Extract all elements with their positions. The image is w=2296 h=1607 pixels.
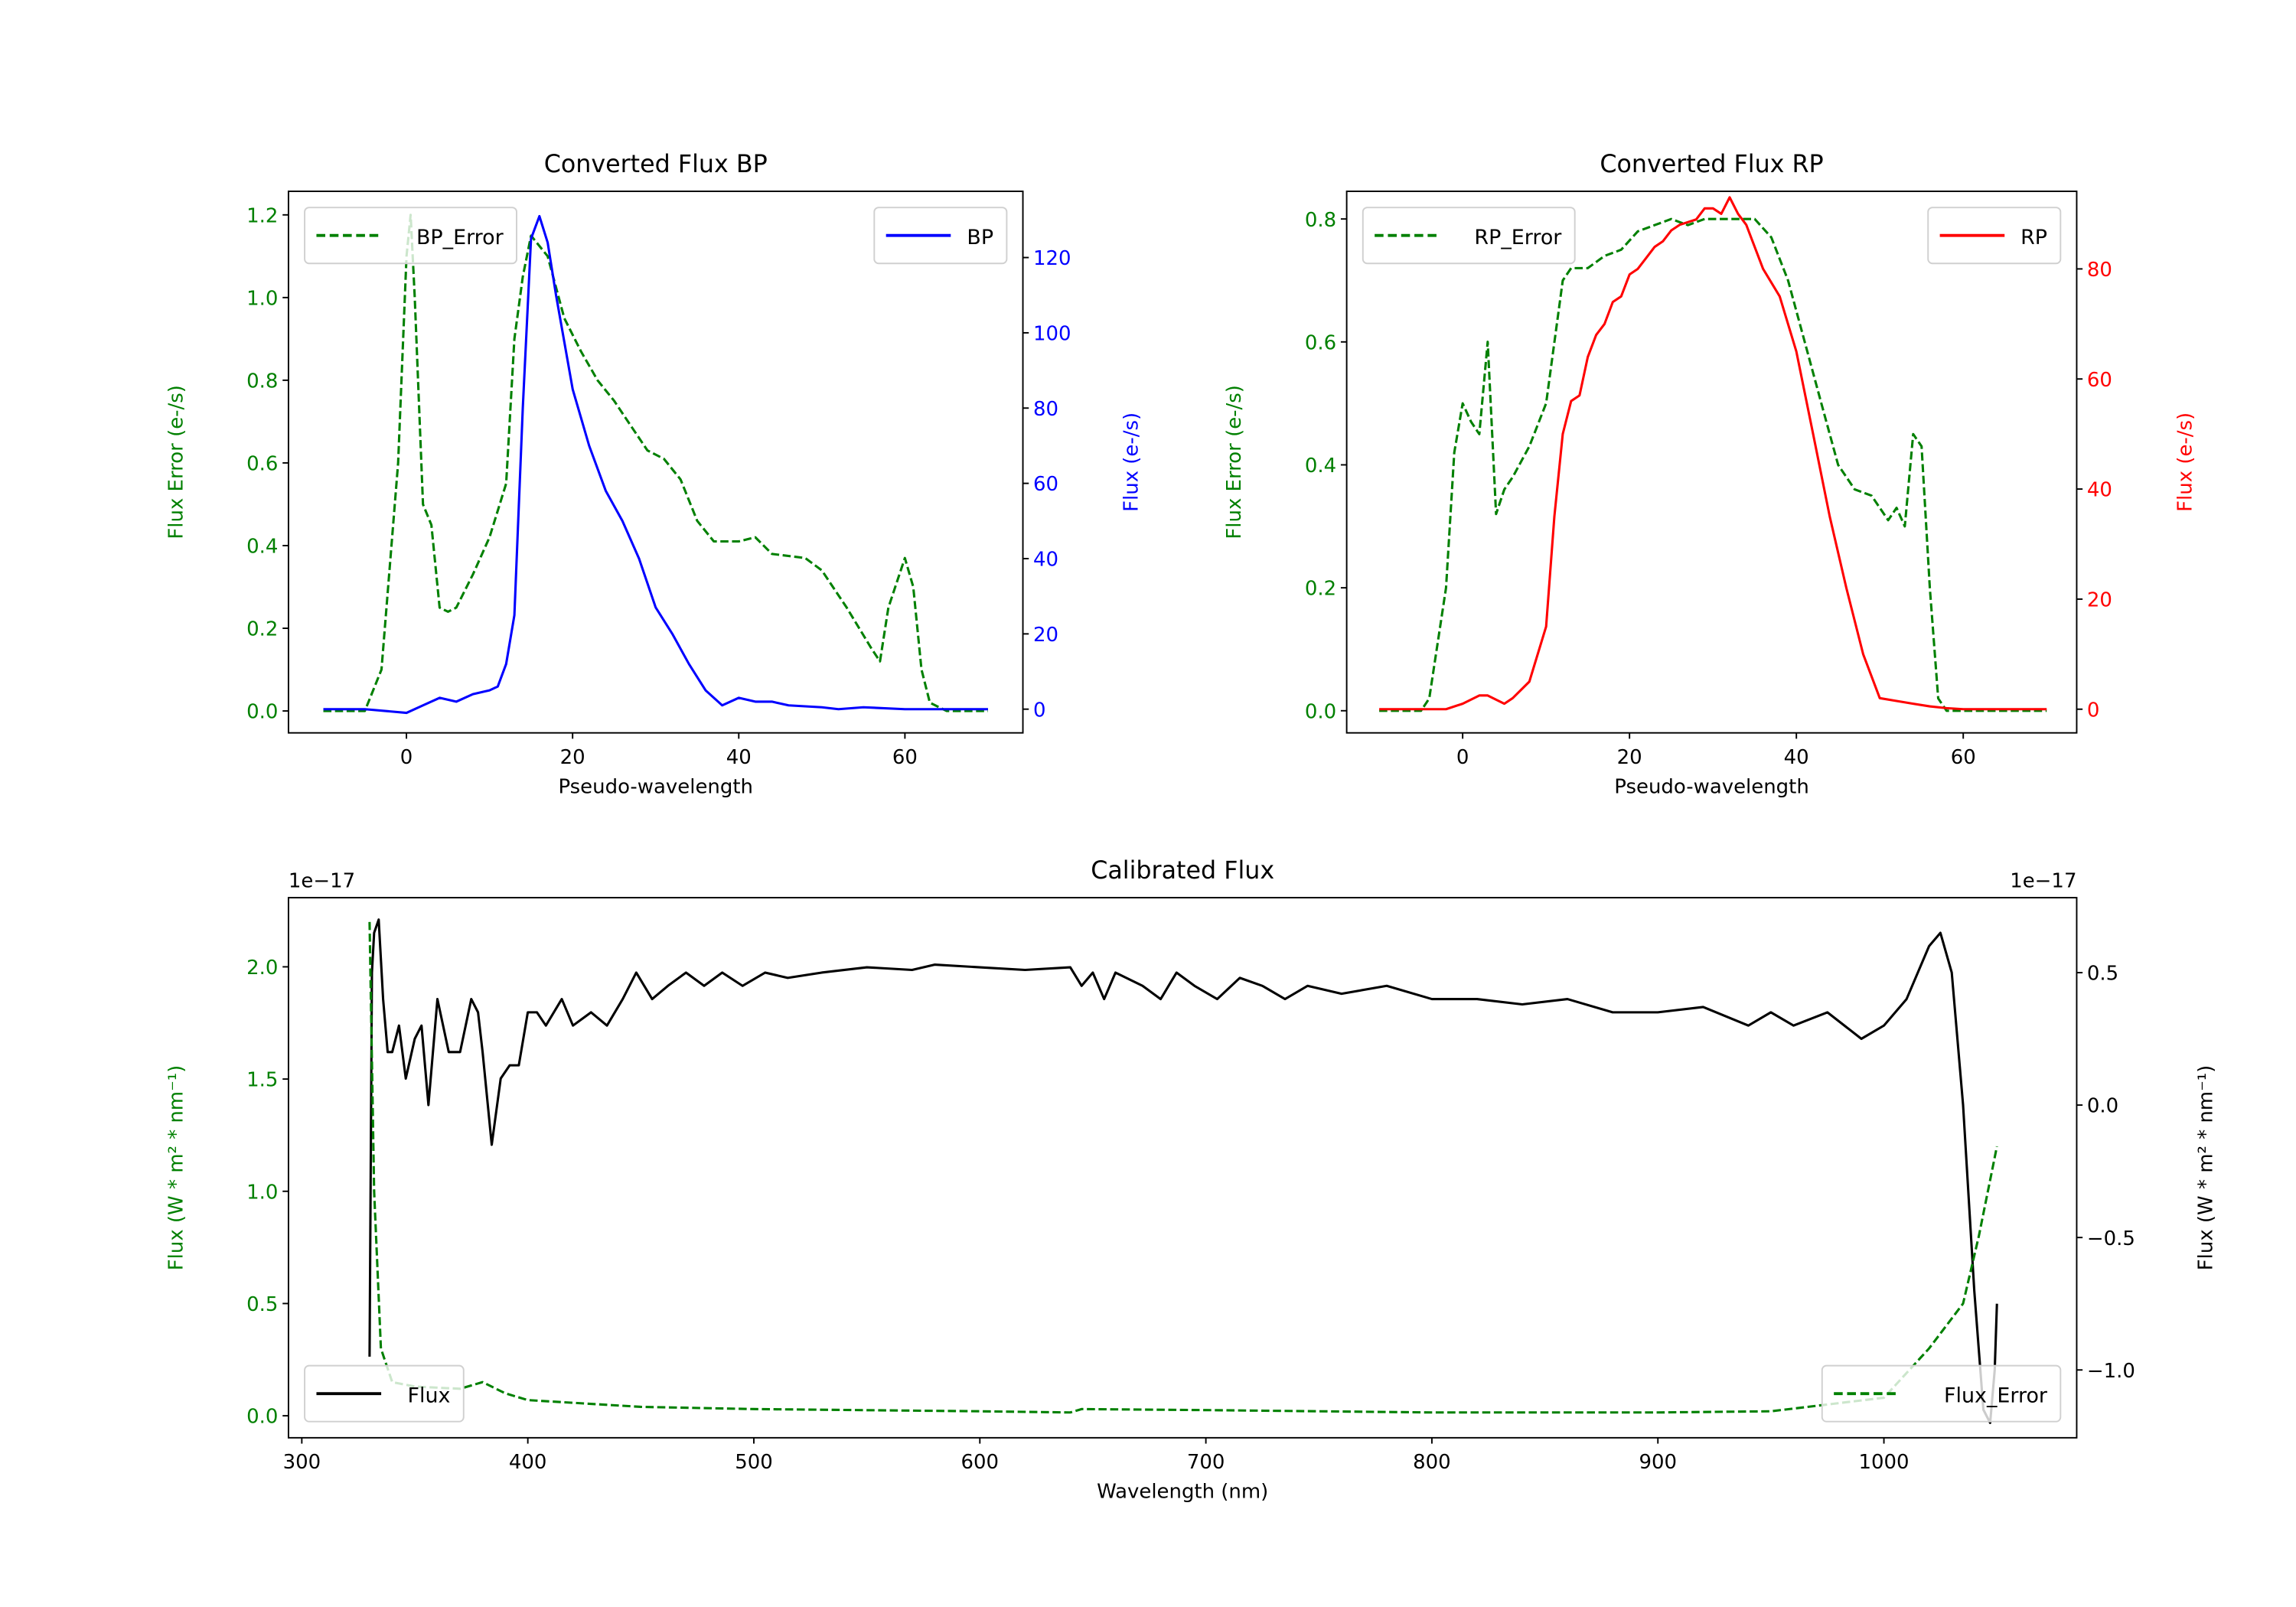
legend-box	[304, 207, 517, 265]
x-tick-label: 300	[283, 1451, 321, 1474]
x-tick-label: 1000	[1859, 1451, 1910, 1474]
legend-box	[1821, 1364, 2062, 1423]
x-tick-label: 20	[1617, 746, 1642, 769]
legend-label: RP_Error	[1474, 226, 1562, 249]
axes-frame	[287, 897, 2078, 1439]
legend-label: BP	[967, 226, 993, 249]
y-left-tick-label: 0.8	[246, 370, 278, 393]
legend-label: BP_Error	[416, 226, 504, 249]
y-right-tick-label: 60	[1033, 473, 1058, 496]
x-axis-label: Pseudo-wavelength	[1614, 776, 1809, 799]
y-right-tick-label: 0.5	[2087, 963, 2118, 986]
legend-bp: BP	[873, 207, 1008, 265]
y-right-offset-label: 1e−17	[2010, 870, 2076, 893]
y-right-tick-label: 80	[1033, 398, 1058, 421]
legend-label: RP	[2020, 226, 2047, 249]
legend-rp-error: RP_Error	[1362, 207, 1576, 265]
x-tick-label: 600	[961, 1451, 1000, 1474]
chart-2: 300 400 500 600 700 800 900 1000 0.0 0.5 1.0 1.5 2.0…	[165, 857, 2217, 1504]
legend-label: Flux	[408, 1384, 451, 1408]
axes-frame	[1345, 191, 2078, 734]
chart-title: Calibrated Flux	[1091, 857, 1274, 885]
x-tick-label: 500	[735, 1451, 773, 1474]
chart-0: 0 20 40 60 0.0 0.2 0.4 0.6 0.8 1.0 1.2 0 20 40 60 80 100…	[165, 151, 1143, 799]
x-tick-label: 900	[1639, 1451, 1677, 1474]
legend-flux: Flux	[304, 1364, 465, 1423]
y-right-tick-label: 80	[2087, 259, 2112, 282]
y-right-axis-label: Flux (W * m² * nm⁻¹)	[2194, 1065, 2217, 1271]
y-left-tick-label: 1.5	[246, 1069, 278, 1092]
x-tick-label: 700	[1187, 1451, 1225, 1474]
y-right-tick-label: −0.5	[2087, 1227, 2135, 1250]
y-left-tick-label: 0.0	[1305, 700, 1336, 723]
series-line-bp-error	[323, 214, 988, 712]
y-right-tick-label: 100	[1033, 323, 1071, 346]
chart-1: 0 20 40 60 0.0 0.2 0.4 0.6 0.8 0 20 40 60 80 Converted…	[1223, 151, 2197, 799]
series-line-rp	[1379, 196, 2047, 711]
axes-frame	[287, 191, 1024, 734]
x-tick-label: 0	[400, 746, 413, 769]
series-line-rp-error	[1379, 217, 2047, 712]
y-left-tick-label: 1.0	[246, 1181, 278, 1204]
y-right-axis-label: Flux (e-/s)	[1120, 412, 1143, 512]
y-left-tick-label: 0.0	[246, 701, 278, 724]
y-left-tick-label: 1.2	[246, 204, 278, 227]
y-right-axis-label: Flux (e-/s)	[2174, 412, 2197, 512]
x-tick-label: 40	[726, 746, 752, 769]
x-tick-label: 40	[1784, 746, 1809, 769]
y-left-tick-label: 0.4	[1305, 455, 1336, 478]
y-left-axis-label: Flux Error (e-/s)	[165, 385, 188, 539]
x-tick-label: 800	[1413, 1451, 1451, 1474]
y-right-tick-label: 40	[2087, 479, 2112, 502]
y-right-tick-label: 20	[2087, 589, 2112, 612]
x-axis-label: Wavelength (nm)	[1097, 1481, 1268, 1504]
chart-title: Converted Flux RP	[1600, 151, 1823, 178]
y-left-tick-label: 0.6	[246, 453, 278, 476]
y-left-tick-label: 0.4	[246, 536, 278, 559]
legend-flux-error: Flux_Error	[1821, 1364, 2062, 1423]
legend-label: Flux_Error	[1944, 1384, 2048, 1408]
series-line-bp	[323, 214, 988, 715]
y-left-tick-label: 0.8	[1305, 209, 1336, 232]
y-left-tick-label: 0.2	[246, 618, 278, 641]
y-left-axis-label: Flux (W * m² * nm⁻¹)	[165, 1065, 188, 1271]
y-right-tick-label: −1.0	[2087, 1360, 2135, 1383]
y-right-tick-label: 0	[1033, 699, 1046, 722]
y-left-tick-label: 0.5	[246, 1293, 278, 1316]
x-tick-label: 60	[892, 746, 918, 769]
x-tick-label: 60	[1951, 746, 1976, 769]
series-line-flux-error	[368, 921, 1998, 1414]
x-axis-label: Pseudo-wavelength	[558, 776, 753, 799]
y-right-tick-label: 0.0	[2087, 1095, 2118, 1118]
legend-rp: RP	[1927, 207, 2062, 265]
x-tick-label: 400	[509, 1451, 547, 1474]
y-left-tick-label: 0.0	[246, 1406, 278, 1429]
y-right-tick-label: 120	[1033, 247, 1071, 270]
y-left-tick-label: 0.6	[1305, 331, 1336, 354]
legend-bp-error: BP_Error	[304, 207, 517, 265]
chart-title: Converted Flux BP	[544, 151, 768, 178]
series-line-flux	[368, 918, 1998, 1424]
y-right-tick-label: 40	[1033, 549, 1058, 572]
x-tick-label: 20	[560, 746, 585, 769]
y-left-tick-label: 2.0	[246, 957, 278, 980]
y-left-axis-label: Flux Error (e-/s)	[1223, 385, 1246, 539]
y-right-tick-label: 0	[2087, 699, 2100, 722]
y-left-offset-label: 1e−17	[289, 870, 355, 893]
y-right-tick-label: 60	[2087, 369, 2112, 392]
y-left-tick-label: 1.0	[246, 287, 278, 310]
y-left-tick-label: 0.2	[1305, 578, 1336, 601]
legend-box	[304, 1364, 465, 1423]
y-right-tick-label: 20	[1033, 624, 1058, 647]
legend-box	[1362, 207, 1576, 265]
x-tick-label: 0	[1456, 746, 1469, 769]
